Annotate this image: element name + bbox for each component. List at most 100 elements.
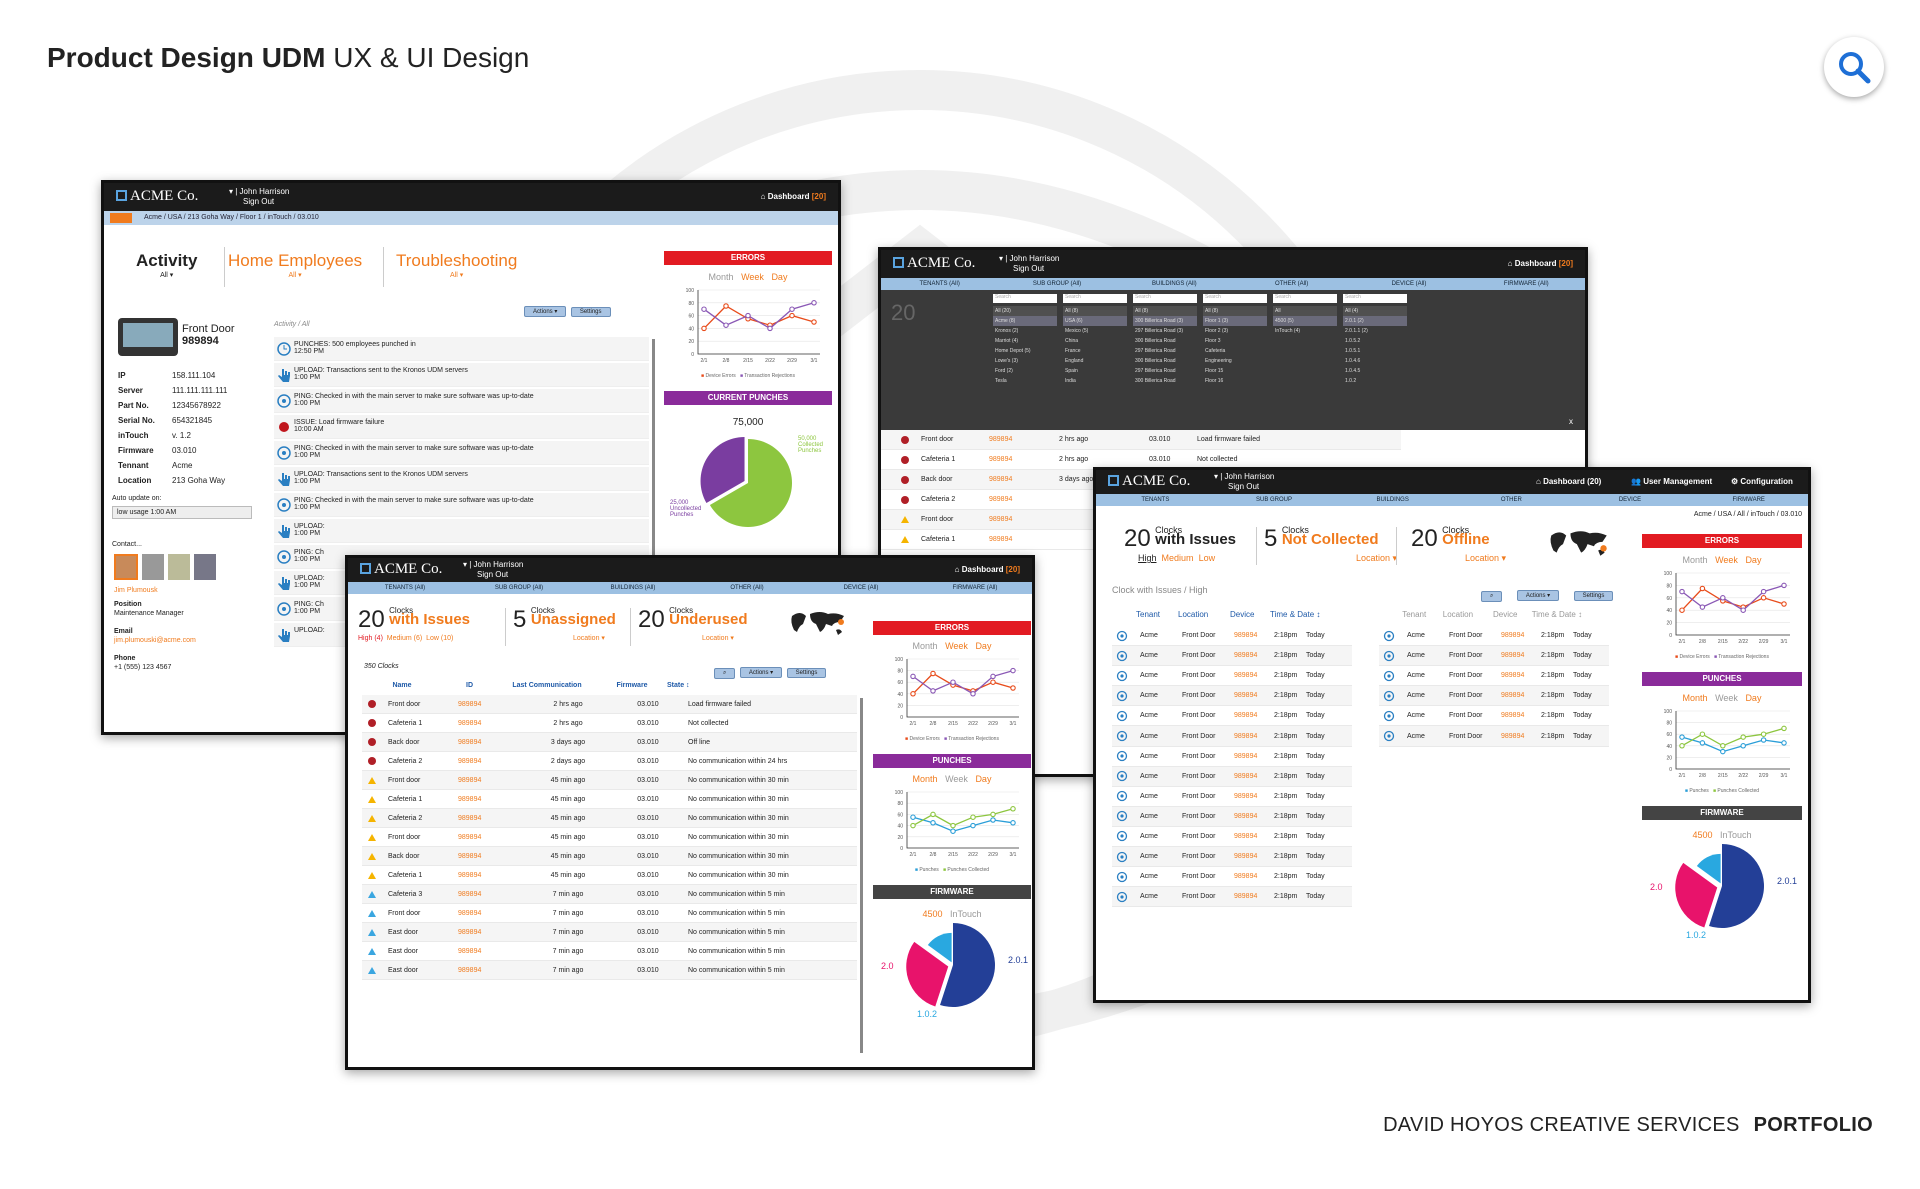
- data-point[interactable]: [1781, 582, 1787, 589]
- column-header[interactable]: Tenant: [1136, 610, 1161, 619]
- dashboard-link[interactable]: ⌂ Dashboard [20]: [954, 565, 1020, 574]
- data-point[interactable]: [990, 817, 996, 823]
- table-row[interactable]: Acme Front Door 989894 2:18pm Today: [1379, 706, 1609, 727]
- device-id[interactable]: 989894: [1501, 672, 1525, 680]
- actions-button[interactable]: Actions ▾: [739, 667, 783, 678]
- summary-not-collected[interactable]: 5 Clocks Not Collected Location ▾: [1264, 525, 1398, 563]
- filter-tab[interactable]: BUILDINGS (All): [1151, 281, 1197, 287]
- table-row[interactable]: Front door 989894 45 min ago 03.010 No commu…: [362, 828, 857, 847]
- pie-slice[interactable]: [709, 439, 792, 527]
- filter-option[interactable]: 297 Billerica Road: [1135, 348, 1176, 354]
- data-point[interactable]: [970, 822, 976, 829]
- clock-id[interactable]: 989894: [458, 700, 482, 708]
- world-map-icon[interactable]: [788, 608, 848, 638]
- clock-id[interactable]: 989894: [458, 947, 482, 955]
- data-point[interactable]: [1699, 740, 1706, 746]
- filter-tab[interactable]: FIRMWARE (All): [1503, 281, 1549, 287]
- filter-option[interactable]: 1.0.2: [1345, 378, 1357, 384]
- activity-item[interactable]: UPLOAD: 1:00 PM: [274, 519, 649, 543]
- device-id[interactable]: 989894: [1234, 672, 1258, 680]
- table-row[interactable]: Acme Front Door 989894 2:18pm Today: [1112, 747, 1352, 767]
- dashboard-link[interactable]: ⌂ Dashboard [20]: [760, 192, 826, 201]
- filter-option[interactable]: 2.0.1 (2): [1343, 316, 1407, 326]
- tab-activity[interactable]: Activity All ▾: [136, 251, 198, 279]
- filter-search-input[interactable]: Search: [1343, 294, 1407, 303]
- table-row[interactable]: Acme Front Door 989894 2:18pm Today: [1112, 726, 1352, 747]
- summary-issues[interactable]: 20 Clocks with Issues High (4) Medium (6)…: [358, 606, 471, 642]
- firmware-banner[interactable]: FIRMWARE: [1642, 806, 1802, 820]
- data-point[interactable]: [930, 688, 936, 694]
- data-point[interactable]: [701, 306, 707, 312]
- summary-unassigned[interactable]: 5 Clocks Unassigned Location ▾: [513, 606, 616, 642]
- table-row[interactable]: Front door 989894 7 min ago 03.010 No commun…: [362, 904, 857, 923]
- filter-option[interactable]: 297 Billerica Road: [1135, 368, 1176, 374]
- data-point[interactable]: [1760, 737, 1767, 743]
- avatar[interactable]: [168, 554, 190, 580]
- data-point[interactable]: [1699, 585, 1706, 592]
- device-id[interactable]: 989894: [1501, 652, 1525, 660]
- filter-tab[interactable]: TENANTS: [1141, 497, 1170, 503]
- column-header[interactable]: Device: [1230, 610, 1255, 619]
- punches-banner[interactable]: PUNCHES: [1642, 672, 1802, 686]
- filter-option[interactable]: Tesla: [995, 378, 1007, 384]
- filter-option[interactable]: 1.0.4.6: [1345, 358, 1361, 364]
- filter-tab[interactable]: SUB GROUP (All): [494, 585, 544, 591]
- clock-id[interactable]: 989894: [458, 719, 482, 727]
- table-row[interactable]: Acme Front Door 989894 2:18pm Today: [1112, 787, 1352, 807]
- clock-id[interactable]: 989894: [458, 852, 482, 860]
- table-row[interactable]: East door 989894 7 min ago 03.010 No communi…: [362, 961, 857, 980]
- column-header[interactable]: Location: [1442, 610, 1474, 619]
- back-button[interactable]: [110, 213, 132, 223]
- filter-option[interactable]: 297 Billerica Road (3): [1135, 328, 1184, 334]
- table-row[interactable]: Acme Front Door 989894 2:18pm Today: [1112, 827, 1352, 848]
- filter-option[interactable]: All (20): [993, 306, 1057, 316]
- clock-id[interactable]: 989894: [458, 871, 482, 879]
- data-point[interactable]: [789, 312, 795, 319]
- filter-option[interactable]: Marriot (4): [995, 338, 1019, 344]
- settings-button[interactable]: Settings: [786, 668, 827, 678]
- table-row[interactable]: East door 989894 7 min ago 03.010 No communi…: [362, 923, 857, 942]
- clock-id[interactable]: 989894: [458, 757, 482, 765]
- clock-id[interactable]: 989894: [458, 909, 482, 917]
- dashboard-link[interactable]: ⌂ Dashboard [20]: [1507, 259, 1573, 268]
- filter-option[interactable]: All (4): [1343, 306, 1407, 316]
- filter-search-input[interactable]: Search: [993, 294, 1057, 303]
- data-point[interactable]: [930, 820, 936, 826]
- column-header[interactable]: Device: [1493, 610, 1518, 619]
- filter-option[interactable]: All (8): [1063, 306, 1127, 316]
- clock-id[interactable]: 989894: [458, 966, 482, 974]
- filter-option[interactable]: England: [1065, 358, 1084, 364]
- filter-option[interactable]: 1.0.4.5: [1345, 368, 1361, 374]
- settings-button[interactable]: Settings: [1573, 591, 1614, 601]
- filter-search-input[interactable]: Search: [1063, 294, 1127, 303]
- clock-id[interactable]: 989894: [989, 516, 1013, 523]
- tab-troubleshooting[interactable]: Troubleshooting All ▾: [396, 251, 518, 279]
- filter-option[interactable]: 1.0.5.1: [1345, 348, 1361, 354]
- table-row[interactable]: Acme Front Door 989894 2:18pm Today: [1112, 806, 1352, 827]
- data-point[interactable]: [767, 325, 773, 332]
- actions-button[interactable]: Actions ▾: [524, 306, 567, 317]
- filter-option[interactable]: Lowe's (3): [995, 358, 1018, 364]
- clock-id[interactable]: 989894: [989, 496, 1013, 503]
- data-point[interactable]: [1740, 734, 1746, 740]
- avatar[interactable]: [194, 554, 216, 580]
- filter-tab[interactable]: TENANTS (All): [919, 281, 960, 287]
- filter-tab[interactable]: BUILDINGS: [1376, 497, 1409, 503]
- world-map-icon[interactable]: [1544, 527, 1614, 559]
- device-id[interactable]: 989894: [1234, 752, 1258, 760]
- data-point[interactable]: [1760, 595, 1767, 601]
- filter-search-input[interactable]: Search: [1133, 294, 1197, 303]
- table-row[interactable]: Cafeteria 1 989894 45 min ago 03.010 No comm…: [362, 790, 857, 809]
- activity-item[interactable]: PING: Checked in with the main server to…: [274, 493, 649, 517]
- table-row[interactable]: Acme Front Door 989894 2:18pm Today: [1379, 626, 1609, 647]
- data-point[interactable]: [910, 691, 916, 697]
- pie-slice[interactable]: [927, 932, 952, 963]
- device-id[interactable]: 989894: [1234, 732, 1258, 740]
- firmware-banner[interactable]: FIRMWARE: [873, 885, 1031, 899]
- pie-slice[interactable]: [1696, 853, 1721, 884]
- table-row[interactable]: Acme Front Door 989894 2:18pm Today: [1112, 766, 1352, 787]
- clock-id[interactable]: 989894: [989, 536, 1013, 543]
- activity-item[interactable]: PING: Checked in with the main server to…: [274, 441, 649, 465]
- data-point[interactable]: [990, 811, 996, 818]
- filter-option[interactable]: All: [1273, 306, 1337, 316]
